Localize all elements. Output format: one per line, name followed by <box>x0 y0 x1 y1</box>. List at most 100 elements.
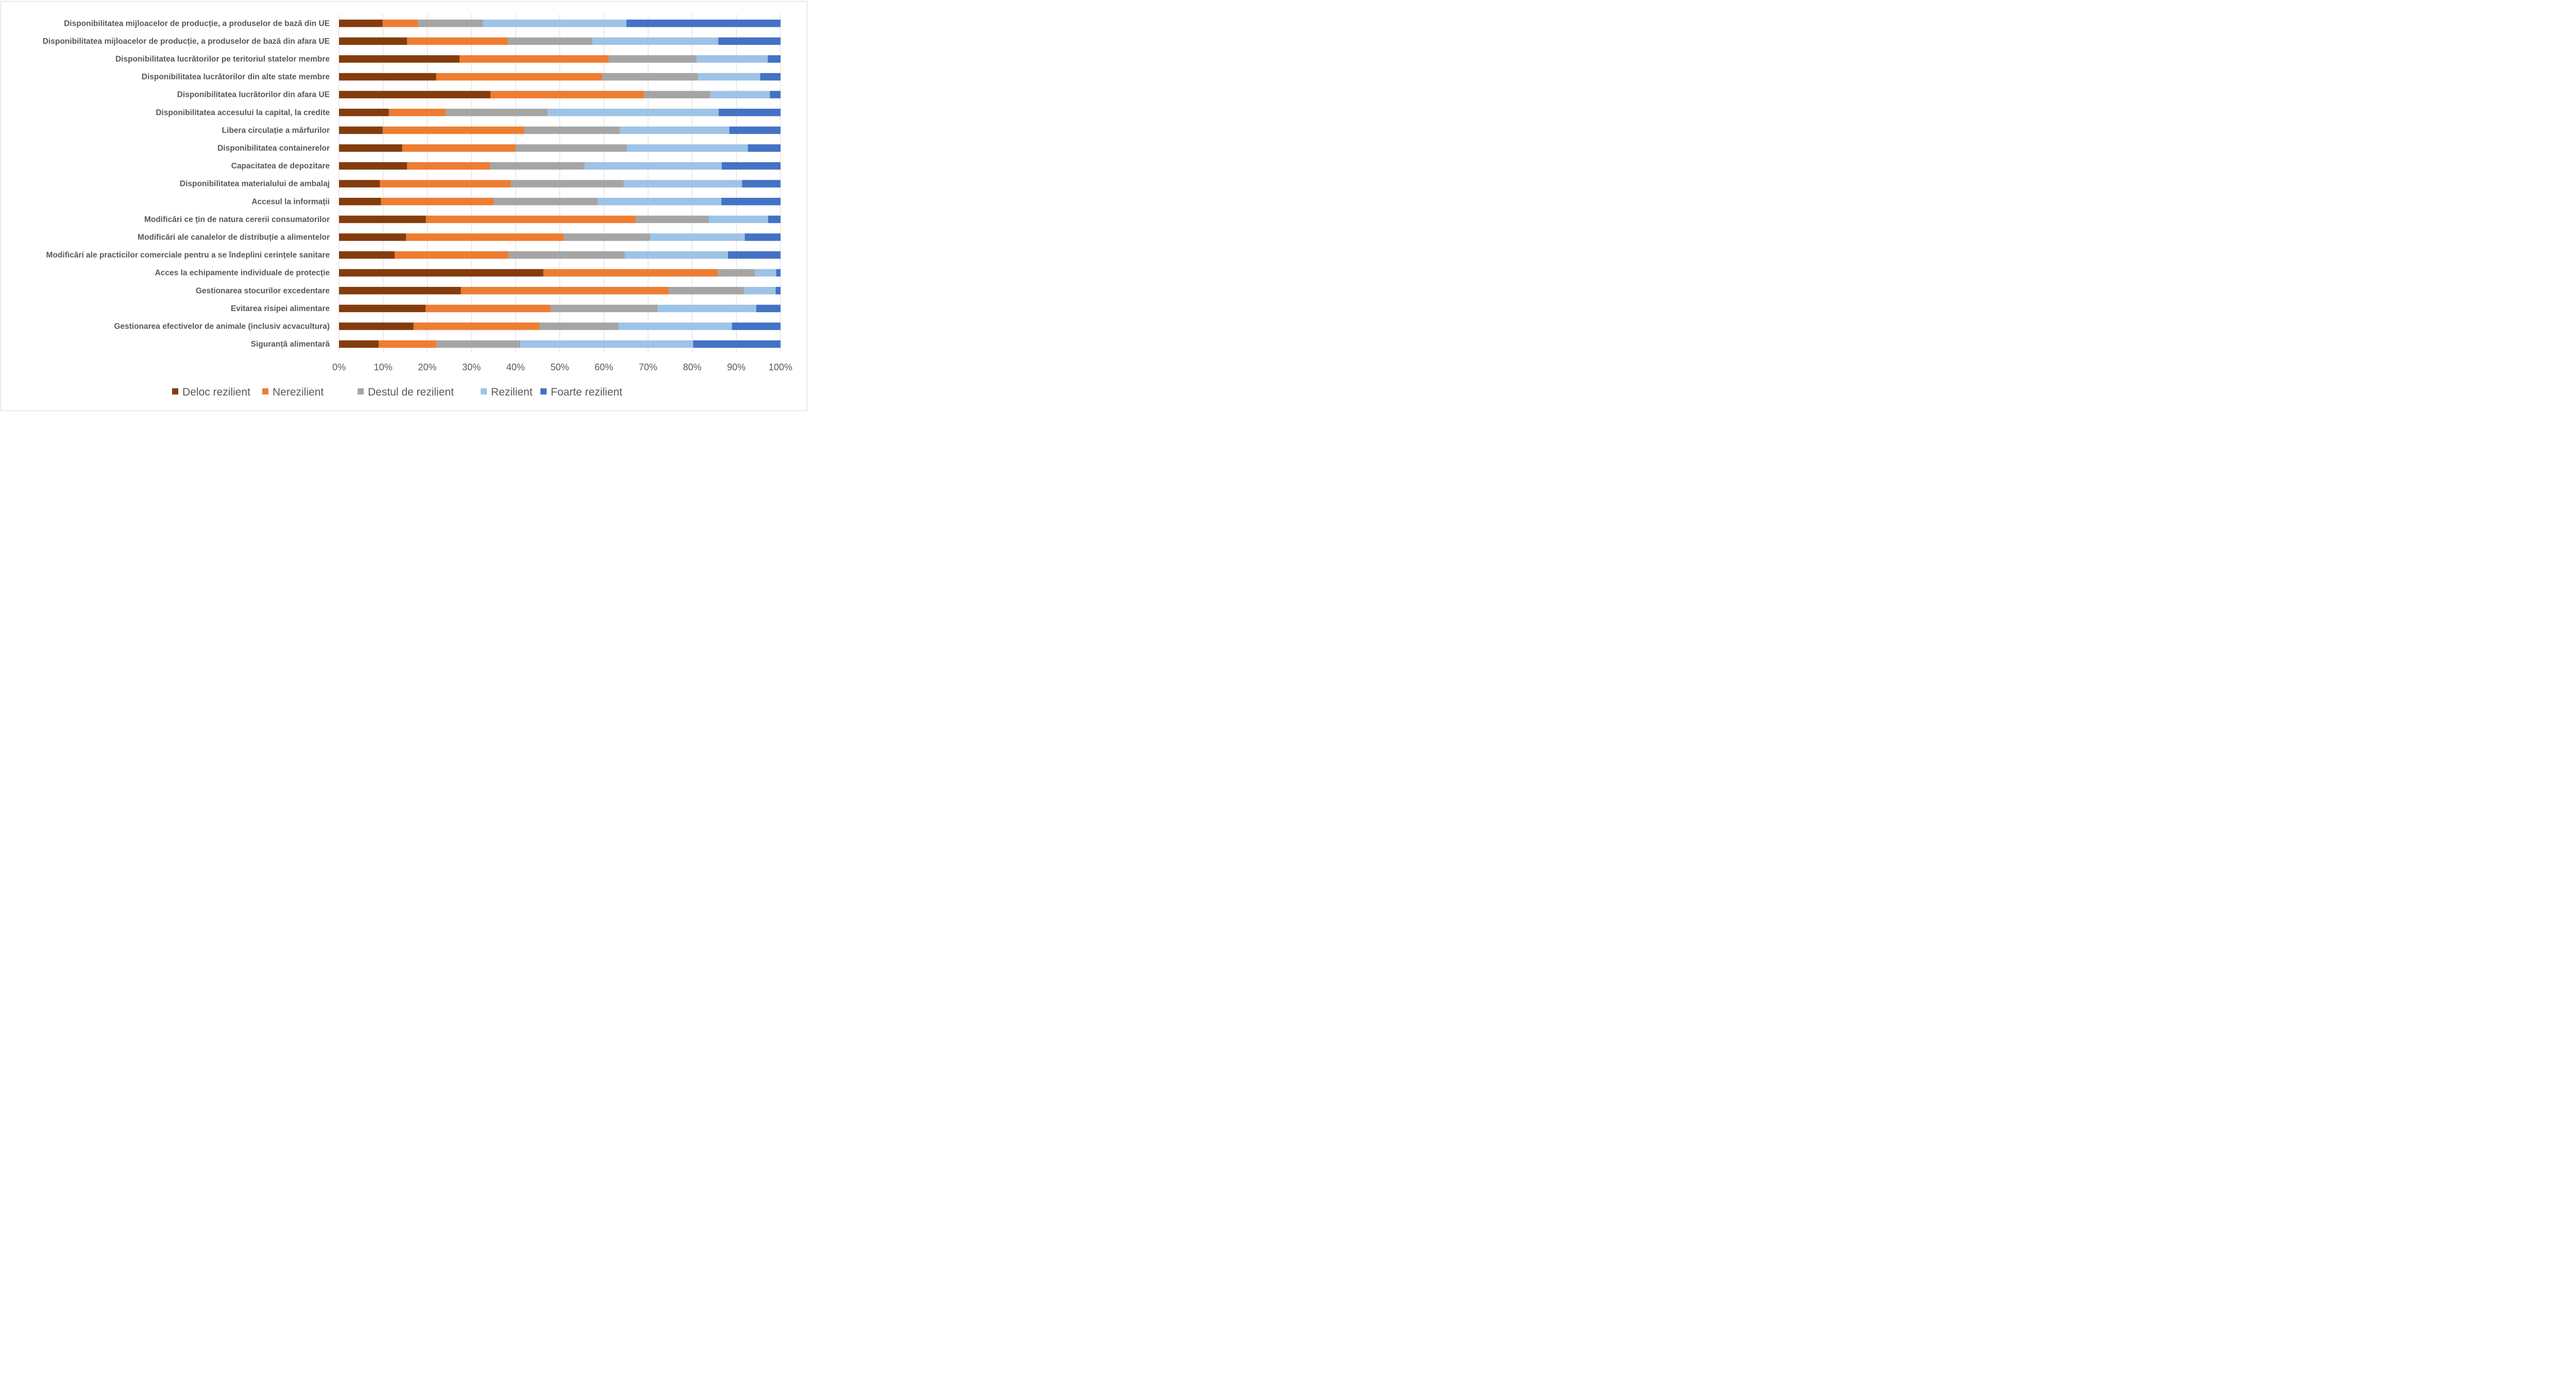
x-tick-label: 90% <box>727 362 745 372</box>
legend-label: Nerezilient <box>273 386 324 398</box>
category-label: Siguranță alimentară <box>251 340 330 349</box>
bar-segment <box>564 233 651 241</box>
legend-item: Rezilient <box>481 386 533 398</box>
legend-swatch <box>172 388 178 395</box>
bar-segment <box>624 251 728 259</box>
x-tick-label: 0% <box>332 362 346 372</box>
bar-segment <box>768 55 781 63</box>
bar-segment <box>550 304 658 313</box>
bar-segment <box>515 144 627 152</box>
bar-segment <box>406 233 564 241</box>
bar-segment <box>602 73 698 81</box>
x-tick-label: 50% <box>550 362 569 372</box>
bar-segment <box>775 287 781 295</box>
bar-segment <box>381 198 494 205</box>
bar-segment <box>339 55 460 63</box>
category-label: Disponibilitatea lucrătorilor pe teritor… <box>115 55 330 64</box>
category-label: Disponibilitatea accesului la capital, l… <box>156 108 330 117</box>
x-tick-label: 80% <box>683 362 702 372</box>
bar-segment <box>722 162 781 170</box>
bar-segment <box>402 144 516 152</box>
bar-segment <box>742 180 781 187</box>
x-tick-label: 20% <box>418 362 436 372</box>
legend-label: Deloc rezilient <box>182 386 250 398</box>
bar-segment <box>744 233 781 241</box>
bar-segment <box>446 109 548 116</box>
bar-segment <box>490 162 585 170</box>
bar-segment <box>339 126 383 134</box>
bar-segment <box>413 322 540 330</box>
bar-segment <box>584 162 722 170</box>
bar-segment <box>543 269 718 277</box>
bar-segment <box>509 251 625 259</box>
bar-segment <box>592 37 719 45</box>
bar-segment <box>650 233 745 241</box>
category-label: Modificări ale canalelor de distribuție … <box>138 233 330 242</box>
bar-segment <box>339 340 379 348</box>
bar-segment <box>339 304 426 313</box>
x-tick-label: 40% <box>506 362 525 372</box>
legend-item: Foarte rezilient <box>540 386 622 398</box>
bar-segment <box>729 126 781 134</box>
bar-segment <box>380 180 511 187</box>
legend-label: Destul de rezilient <box>368 386 454 398</box>
stacked-bar-chart: Disponibilitatea mijloacelor de producți… <box>43 14 792 398</box>
bar-segment <box>776 269 781 277</box>
bar-segment <box>744 287 776 295</box>
bar-segment <box>339 269 544 277</box>
category-label: Acces la echipamente individuale de prot… <box>155 269 330 278</box>
bar-segment <box>547 109 719 116</box>
bar-segment <box>418 20 483 27</box>
category-label: Disponibilitatea mijloacelor de producți… <box>43 37 330 46</box>
bar-segment <box>718 37 781 45</box>
bar-segment <box>608 55 697 63</box>
x-tick-label: 60% <box>595 362 613 372</box>
bar-segment <box>623 180 742 187</box>
bar-segment <box>461 287 669 295</box>
bar-segment <box>459 55 609 63</box>
bar-segment <box>657 304 756 313</box>
bar-segment <box>483 20 626 27</box>
bar-segment <box>760 73 781 81</box>
bar-segment <box>339 37 407 45</box>
legend-label: Rezilient <box>491 386 533 398</box>
bar-segment <box>626 144 748 152</box>
bar-segment <box>721 198 781 205</box>
bar-segment <box>382 126 524 134</box>
bar-segment <box>339 109 389 116</box>
bar-segment <box>379 340 437 348</box>
bar-segment <box>709 215 769 224</box>
bar-segment <box>493 198 598 205</box>
bar-segment <box>382 20 418 27</box>
bar-segment <box>626 20 781 27</box>
category-labels: Disponibilitatea mijloacelor de producți… <box>43 19 330 349</box>
bar-segment <box>490 91 645 98</box>
bar-segment <box>732 322 781 330</box>
bar-segment <box>406 37 508 45</box>
bar-segment <box>520 340 693 348</box>
bar-segment <box>507 37 592 45</box>
bar-segment <box>339 287 461 295</box>
legend: Deloc rezilient Nerezilient Destul de rezi… <box>172 386 622 398</box>
bar-segment <box>620 126 730 134</box>
bar-segment <box>768 215 781 224</box>
legend-item: Destul de rezilient <box>358 386 454 398</box>
category-label: Disponibilitatea mijloacelor de producți… <box>64 19 330 28</box>
bar-segment <box>339 233 406 241</box>
bar-segment <box>406 162 490 170</box>
bar-segment <box>339 215 426 224</box>
bar-segment <box>339 162 407 170</box>
category-label: Disponibilitatea materialului de ambalaj <box>180 180 330 188</box>
bar-segment <box>697 55 768 63</box>
legend-swatch <box>481 388 487 395</box>
legend-item: Deloc rezilient <box>172 386 250 398</box>
category-label: Evitarea risipei alimentare <box>231 304 330 313</box>
bar-segment <box>755 269 776 277</box>
bar-segment <box>339 198 381 205</box>
bar-segment <box>719 109 781 116</box>
legend-item: Nerezilient <box>262 386 324 398</box>
category-label: Libera circulație a mărfurilor <box>222 126 330 135</box>
bar-segment <box>718 269 755 277</box>
bar-segment <box>426 215 636 224</box>
category-label: Gestionarea stocurilor excedentare <box>196 286 330 295</box>
